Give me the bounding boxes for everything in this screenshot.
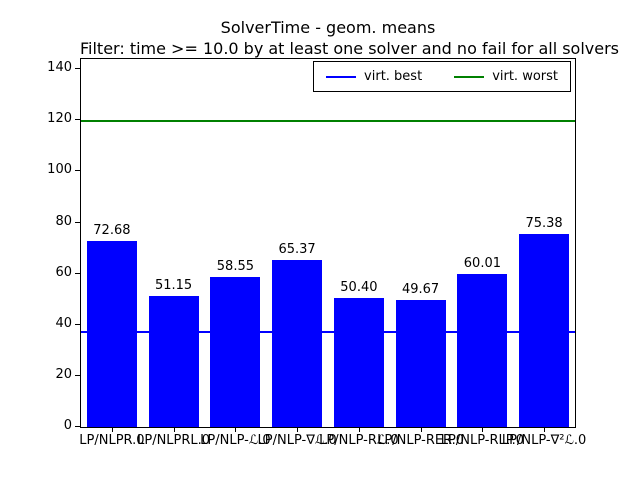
bar-value-label: 60.01 xyxy=(463,255,501,271)
x-tick-mark xyxy=(544,428,546,432)
legend-label-virt-best: virt. best xyxy=(364,69,423,84)
x-tick-label: LP/NLP-Rℒ.0 xyxy=(319,433,399,448)
x-tick-label: LP/NLP-∇ℒ.0 xyxy=(257,433,337,448)
bar xyxy=(519,234,570,427)
bar-value-label: 50.40 xyxy=(340,280,378,296)
y-tick-label: 60 xyxy=(55,264,72,280)
x-tick-mark xyxy=(173,428,175,432)
chart-subtitle: Filter: time >= 10.0 by at least one sol… xyxy=(80,39,620,58)
y-tick-label: 120 xyxy=(47,111,72,127)
virt-worst-line-sample xyxy=(454,75,485,78)
x-tick-label: LP/NLP-RLP.0 xyxy=(440,433,524,448)
x-tick-mark xyxy=(111,428,113,432)
plot-area: virt. best virt. worst 72.68 51.15 58.55 65… xyxy=(80,58,576,428)
virt-best-line-sample xyxy=(326,75,357,78)
hline-virt-best xyxy=(81,331,575,334)
hline-virt-worst xyxy=(81,120,575,123)
y-tick-label: 0 xyxy=(63,418,72,433)
bar-value-label: 49.67 xyxy=(401,282,440,298)
x-tick-mark xyxy=(358,428,360,432)
legend: virt. best virt. worst xyxy=(313,61,571,92)
x-tick-label: LP/NLP-ℒ.0 xyxy=(200,433,271,448)
chart-title: SolverTime - geom. means xyxy=(220,18,436,37)
x-tick-label: LP/NLPRL.0 xyxy=(137,433,211,448)
bar-value-label: 58.55 xyxy=(216,259,254,275)
y-tick-label: 100 xyxy=(47,162,72,178)
y-tick-label: 140 xyxy=(47,60,72,76)
legend-label-virt-worst: virt. worst xyxy=(492,69,558,84)
y-tick-label: 20 xyxy=(55,366,72,382)
bar xyxy=(272,259,323,427)
bar xyxy=(333,298,384,427)
x-tick-label: LP/NLP-∇²ℒ.0 xyxy=(501,433,587,448)
y-tick-label: 40 xyxy=(55,315,72,331)
bar xyxy=(86,241,137,427)
x-tick-mark xyxy=(235,428,237,432)
bar-value-label: 51.15 xyxy=(154,278,193,294)
bar xyxy=(395,300,446,427)
x-tick-mark xyxy=(297,428,299,432)
bar xyxy=(457,273,508,427)
bar xyxy=(148,296,199,427)
y-tick-label: 80 xyxy=(55,213,72,229)
bar-value-label: 75.38 xyxy=(525,216,563,232)
bar xyxy=(210,277,261,427)
x-tick-label: LP/NLPR.0 xyxy=(79,433,145,448)
x-tick-mark xyxy=(420,428,422,432)
bar-value-label: 72.68 xyxy=(93,223,131,239)
chart-title-block: SolverTime - geom. means Filter: time >=… xyxy=(80,17,620,59)
x-tick-label: LP/NLP-RER.0 xyxy=(377,433,465,448)
x-tick-mark xyxy=(482,428,484,432)
bar-value-label: 65.37 xyxy=(278,241,316,257)
